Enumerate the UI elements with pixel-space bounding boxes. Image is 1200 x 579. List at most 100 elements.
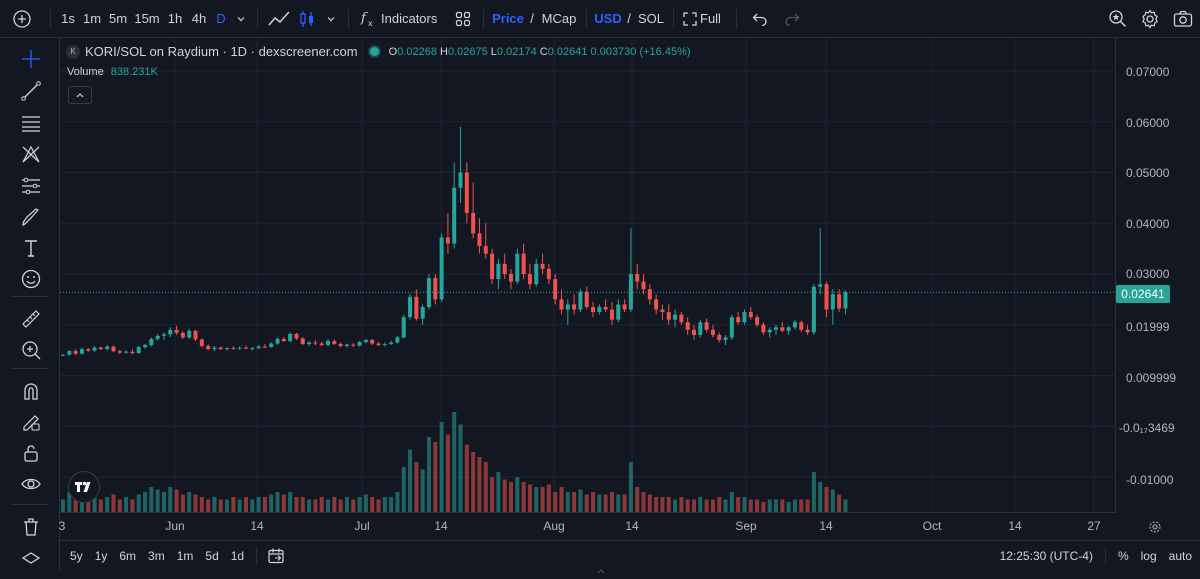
time-axis[interactable]: 3 Jun 14 Jul 14 Aug 14 Sep 14 Oct 14 27 bbox=[59, 512, 1115, 540]
volume-bar bbox=[767, 499, 772, 512]
fullscreen-icon[interactable] bbox=[680, 0, 700, 38]
time-label: 27 bbox=[1087, 519, 1101, 533]
price-axis[interactable]: 0.07000 0.06000 0.05000 0.04000 0.03000 … bbox=[1115, 38, 1200, 513]
time-axis-settings-gear-icon[interactable] bbox=[1145, 517, 1165, 537]
candle-body bbox=[666, 312, 671, 320]
time-label: Oct bbox=[922, 519, 942, 533]
brush-icon[interactable] bbox=[16, 202, 46, 232]
price-chart[interactable] bbox=[60, 38, 1140, 513]
zoom-in-icon[interactable] bbox=[16, 335, 46, 365]
interval-1s[interactable]: 1s bbox=[61, 11, 75, 26]
interval-15m[interactable]: 15m bbox=[134, 11, 160, 26]
text-tool-icon[interactable] bbox=[16, 233, 46, 263]
emoji-icon[interactable] bbox=[16, 264, 46, 294]
time-label: 14 bbox=[434, 519, 448, 533]
svg-text:f: f bbox=[360, 11, 368, 26]
full-button[interactable]: Full bbox=[700, 11, 721, 26]
divider bbox=[1104, 547, 1106, 565]
calendar-goto-date-icon[interactable] bbox=[267, 547, 285, 565]
volume-bar bbox=[628, 462, 633, 512]
volume-bar bbox=[439, 422, 444, 512]
volume-bar bbox=[534, 487, 539, 512]
candles-icon[interactable] bbox=[294, 0, 320, 38]
templates-grid-icon[interactable] bbox=[449, 0, 477, 38]
trend-line-icon[interactable] bbox=[16, 76, 46, 106]
interval-d[interactable]: D bbox=[216, 11, 226, 26]
candle-body bbox=[344, 344, 349, 347]
add-symbol-icon[interactable] bbox=[0, 0, 44, 38]
auto-scale-toggle[interactable]: auto bbox=[1168, 549, 1192, 563]
volume-bar bbox=[774, 499, 779, 512]
range-1d[interactable]: 1d bbox=[230, 549, 245, 563]
candle-body bbox=[61, 354, 65, 356]
volume-bar bbox=[193, 494, 198, 512]
log-scale-toggle[interactable]: log bbox=[1140, 549, 1157, 563]
volume-bar bbox=[433, 442, 438, 512]
candle-body bbox=[294, 333, 299, 339]
range-5y[interactable]: 5y bbox=[70, 549, 83, 563]
object-tree-icon[interactable] bbox=[16, 543, 46, 573]
candle-body bbox=[477, 233, 482, 247]
candle-body bbox=[180, 332, 185, 338]
volume-bar bbox=[281, 494, 286, 512]
range-5d[interactable]: 5d bbox=[205, 549, 219, 563]
collapse-legend-chevron-up-icon[interactable] bbox=[68, 86, 92, 104]
chart-type-chevron-icon[interactable] bbox=[320, 0, 342, 38]
camera-screenshot-icon[interactable] bbox=[1166, 0, 1200, 38]
ruler-measure-icon[interactable] bbox=[16, 304, 46, 334]
interval-1m[interactable]: 1m bbox=[82, 11, 102, 26]
candle-body bbox=[193, 330, 198, 340]
mcap-toggle[interactable]: MCap bbox=[541, 11, 577, 26]
trash-icon[interactable] bbox=[16, 512, 46, 542]
percent-scale-toggle[interactable]: % bbox=[1117, 549, 1129, 563]
lock-drawing-pencil-icon[interactable] bbox=[16, 407, 46, 437]
divider bbox=[12, 368, 48, 369]
time-label: Aug bbox=[543, 519, 565, 533]
bottom-toolbar: 5y 1y 6m 3m 1m 5d 1d 12:25:30 (UTC-4) % … bbox=[60, 540, 1200, 571]
interval-1h[interactable]: 1h bbox=[167, 11, 183, 26]
undo-icon[interactable] bbox=[743, 0, 777, 38]
panel-expand-chevron-icon[interactable] bbox=[597, 561, 605, 574]
fib-retracement-icon[interactable] bbox=[16, 171, 46, 201]
volume-bar bbox=[149, 487, 154, 512]
candle-body bbox=[275, 338, 280, 344]
redo-icon[interactable] bbox=[777, 0, 807, 38]
settings-gear-icon[interactable] bbox=[1134, 0, 1166, 38]
volume-bar bbox=[67, 492, 72, 512]
range-1y[interactable]: 1y bbox=[94, 549, 108, 563]
unlock-icon[interactable] bbox=[16, 438, 46, 468]
range-1m[interactable]: 1m bbox=[176, 549, 194, 563]
candle-body bbox=[117, 351, 122, 353]
magnet-icon[interactable] bbox=[16, 376, 46, 406]
interval-4h[interactable]: 4h bbox=[191, 11, 207, 26]
line-chart-icon[interactable] bbox=[264, 0, 294, 38]
clock-time[interactable]: 12:25:30 (UTC-4) bbox=[999, 549, 1093, 563]
divider bbox=[12, 296, 48, 297]
candle-body bbox=[218, 347, 223, 350]
sol-toggle[interactable]: SOL bbox=[637, 11, 664, 26]
quick-search-icon[interactable] bbox=[1102, 0, 1134, 38]
symbol-title[interactable]: KORI/SOL on Raydium · 1D · dexscreener.c… bbox=[85, 44, 358, 59]
candle-body bbox=[546, 268, 551, 280]
crosshair-icon[interactable] bbox=[16, 44, 46, 74]
candle-body bbox=[225, 348, 230, 350]
volume-bar bbox=[591, 492, 596, 512]
range-3m[interactable]: 3m bbox=[148, 549, 165, 563]
indicators-button[interactable]: Indicators bbox=[381, 11, 438, 26]
candle-body bbox=[363, 339, 368, 343]
pitchfork-icon[interactable] bbox=[16, 139, 46, 169]
candle-body bbox=[534, 263, 539, 285]
horizontal-lines-icon[interactable] bbox=[16, 108, 46, 138]
range-6m[interactable]: 6m bbox=[119, 549, 137, 563]
interval-5m[interactable]: 5m bbox=[108, 11, 128, 26]
interval-dropdown-chevron-icon[interactable] bbox=[231, 0, 251, 38]
price-toggle[interactable]: Price bbox=[492, 11, 524, 26]
volume-bar bbox=[572, 492, 577, 512]
tradingview-logo-icon[interactable] bbox=[68, 471, 100, 503]
volume-bar bbox=[73, 497, 78, 512]
candle-body bbox=[439, 237, 444, 300]
usd-toggle[interactable]: USD bbox=[594, 11, 622, 26]
eye-visibility-icon[interactable] bbox=[16, 469, 46, 499]
